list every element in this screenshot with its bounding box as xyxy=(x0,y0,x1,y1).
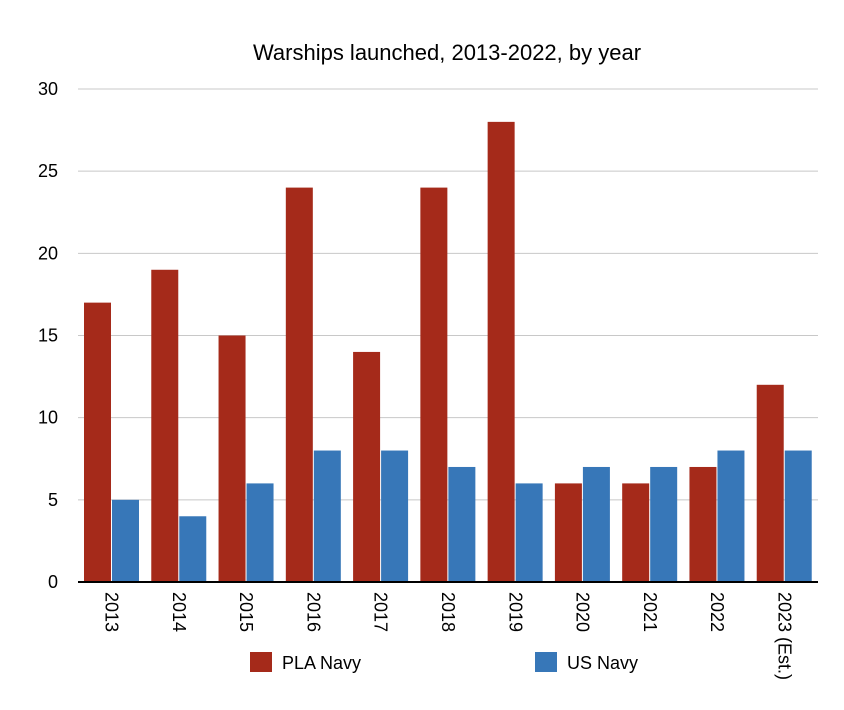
bar-pla-navy-2020 xyxy=(554,483,582,582)
y-tick-label: 15 xyxy=(38,326,58,346)
bar-us-navy-2014 xyxy=(179,516,207,582)
bar-us-navy-2018 xyxy=(448,466,476,582)
x-tick-label: 2014 xyxy=(169,592,189,632)
bar-pla-navy-2019 xyxy=(487,121,515,582)
bar-pla-navy-2016 xyxy=(285,187,313,582)
legend-swatch-pla-navy xyxy=(250,652,272,672)
bar-pla-navy-2018 xyxy=(420,187,448,582)
y-axis-ticks: 0 5 10 15 20 25 30 xyxy=(38,79,58,592)
x-tick-label: 2022 xyxy=(707,592,727,632)
chart-title: Warships launched, 2013-2022, by year xyxy=(253,40,641,65)
x-tick-label: 2021 xyxy=(640,592,660,632)
bar-pla-navy-2017 xyxy=(353,351,381,582)
bar-us-navy-2013 xyxy=(112,499,139,582)
bar-us-navy-2016 xyxy=(313,450,341,582)
legend-swatch-us-navy xyxy=(535,652,557,672)
x-tick-label: 2018 xyxy=(438,592,458,632)
x-tick-label: 2013 xyxy=(102,592,122,632)
bar-us-navy-2019 xyxy=(515,483,543,582)
y-tick-label: 25 xyxy=(38,161,58,181)
y-tick-label: 30 xyxy=(38,79,58,99)
y-tick-label: 0 xyxy=(48,572,58,592)
bar-pla-navy-2014 xyxy=(151,269,179,582)
legend: PLA Navy US Navy xyxy=(250,652,638,673)
gridlines xyxy=(78,88,818,501)
legend-label-us-navy: US Navy xyxy=(567,653,638,673)
bar-us-navy-2023-est xyxy=(784,450,812,582)
x-tick-label: 2019 xyxy=(505,592,525,632)
bar-pla-navy-2015 xyxy=(218,335,246,582)
x-axis-ticks: 2013 2014 2015 2016 2017 2018 2019 2020 2021 2022… xyxy=(102,592,795,680)
x-tick-label: 2023 (Est.) xyxy=(774,592,794,680)
bars xyxy=(84,121,812,582)
x-tick-label: 2017 xyxy=(371,592,391,632)
bar-pla-navy-2013 xyxy=(84,302,111,582)
bar-us-navy-2017 xyxy=(381,450,409,582)
bar-pla-navy-2023-est xyxy=(756,384,784,582)
legend-label-pla-navy: PLA Navy xyxy=(282,653,361,673)
x-tick-label: 2020 xyxy=(573,592,593,632)
bar-pla-navy-2021 xyxy=(622,483,650,582)
y-tick-label: 5 xyxy=(48,490,58,510)
x-tick-label: 2015 xyxy=(236,592,256,632)
bar-us-navy-2021 xyxy=(650,466,678,582)
bar-us-navy-2015 xyxy=(246,483,274,582)
bar-us-navy-2020 xyxy=(582,466,610,582)
x-tick-label: 2016 xyxy=(303,592,323,632)
bar-pla-navy-2022 xyxy=(689,466,717,582)
bar-us-navy-2022 xyxy=(717,450,745,582)
y-tick-label: 10 xyxy=(38,408,58,428)
y-tick-label: 20 xyxy=(38,243,58,263)
